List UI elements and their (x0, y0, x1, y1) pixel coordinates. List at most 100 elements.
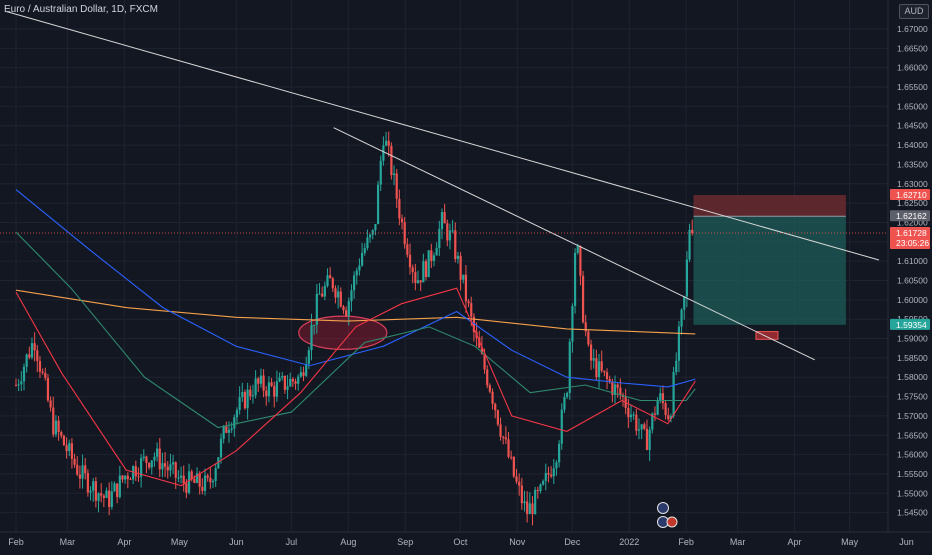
candle-body[interactable] (643, 424, 646, 429)
candle-body[interactable] (360, 252, 364, 266)
candle-body[interactable] (616, 384, 619, 388)
candle-body[interactable] (318, 293, 321, 295)
candle-body[interactable] (179, 475, 183, 478)
candle-body[interactable] (337, 291, 340, 298)
time-axis[interactable] (0, 532, 932, 550)
candle-body[interactable] (76, 464, 79, 475)
take-profit-zone[interactable] (693, 216, 846, 325)
candle-body[interactable] (81, 465, 84, 479)
candle-body[interactable] (267, 382, 271, 397)
candle-body[interactable] (584, 322, 587, 332)
candle-body[interactable] (329, 275, 332, 279)
candle-body[interactable] (355, 270, 358, 276)
candle-body[interactable] (49, 400, 52, 408)
candle-body[interactable] (230, 428, 233, 430)
candle-body[interactable] (30, 343, 34, 358)
candle-body[interactable] (20, 381, 23, 385)
candle-body[interactable] (648, 429, 651, 450)
candle-body[interactable] (339, 291, 342, 307)
stop-loss-zone[interactable] (693, 195, 846, 217)
candle-body[interactable] (571, 305, 574, 342)
candle-body[interactable] (163, 463, 167, 467)
candle-body[interactable] (334, 288, 337, 298)
candle-body[interactable] (688, 229, 691, 260)
candle-body[interactable] (539, 484, 542, 492)
candle-body[interactable] (353, 275, 356, 291)
candle-body[interactable] (166, 466, 169, 471)
candle-body[interactable] (126, 475, 129, 480)
candle-body[interactable] (414, 272, 417, 283)
candle-body[interactable] (46, 377, 50, 401)
candle-body[interactable] (52, 407, 55, 435)
candle-body[interactable] (526, 501, 529, 515)
candle-body[interactable] (547, 472, 550, 475)
candle-body[interactable] (672, 371, 675, 417)
candle-body[interactable] (321, 293, 324, 297)
candle-body[interactable] (544, 472, 547, 482)
candle-body[interactable] (440, 212, 444, 230)
currency-badge[interactable]: AUD (899, 4, 929, 19)
candle-body[interactable] (137, 476, 140, 478)
candle-body[interactable] (534, 489, 537, 515)
candle-body[interactable] (558, 443, 561, 463)
candle-body[interactable] (209, 477, 212, 483)
event-flag-icon[interactable] (666, 516, 678, 528)
candle-body[interactable] (246, 389, 249, 409)
candle-body[interactable] (448, 230, 452, 241)
candle-body[interactable] (97, 493, 100, 501)
candle-body[interactable] (73, 458, 76, 465)
moving-average-line[interactable] (15, 231, 696, 429)
candle-body[interactable] (576, 246, 579, 253)
moving-average-line[interactable] (15, 287, 696, 487)
candle-body[interactable] (619, 387, 622, 395)
candle-body[interactable] (507, 439, 510, 457)
candle-body[interactable] (118, 475, 121, 497)
candle-body[interactable] (645, 428, 649, 450)
candle-body[interactable] (254, 378, 257, 396)
candle-body[interactable] (259, 375, 263, 384)
candle-body[interactable] (451, 230, 454, 232)
candle-body[interactable] (392, 173, 396, 176)
candle-body[interactable] (382, 145, 385, 161)
candle-body[interactable] (406, 244, 409, 255)
candle-body[interactable] (555, 462, 558, 469)
candle-body[interactable] (627, 408, 630, 418)
candle-body[interactable] (523, 501, 526, 504)
candle-body[interactable] (36, 350, 39, 361)
candle-body[interactable] (531, 503, 534, 515)
candle-body[interactable] (17, 384, 20, 386)
candle-body[interactable] (395, 173, 398, 199)
marker-box[interactable] (755, 331, 779, 340)
candle-body[interactable] (656, 400, 659, 415)
candle-body[interactable] (14, 384, 18, 386)
candle-body[interactable] (491, 391, 494, 404)
candle-body[interactable] (565, 392, 569, 397)
candle-body[interactable] (110, 491, 113, 508)
candle-body[interactable] (153, 456, 156, 461)
candle-body[interactable] (169, 464, 172, 471)
candle-body[interactable] (33, 343, 36, 351)
candle-body[interactable] (161, 463, 164, 470)
candle-body[interactable] (22, 366, 26, 382)
candle-body[interactable] (222, 426, 225, 439)
candle-body[interactable] (174, 462, 177, 478)
candle-body[interactable] (297, 376, 300, 384)
candle-body[interactable] (483, 353, 486, 370)
candle-body[interactable] (480, 347, 484, 354)
candle-body[interactable] (305, 363, 308, 376)
candle-body[interactable] (464, 274, 468, 302)
candle-body[interactable] (683, 296, 686, 310)
candle-body[interactable] (299, 372, 302, 377)
candle-body[interactable] (132, 466, 135, 480)
candle-body[interactable] (456, 255, 460, 260)
candle-body[interactable] (158, 448, 161, 470)
candle-body[interactable] (502, 436, 505, 438)
candle-body[interactable] (427, 250, 430, 278)
candle-body[interactable] (675, 360, 678, 372)
symbol-title[interactable]: Euro / Australian Dollar, 1D, FXCM (4, 4, 158, 15)
candle-body[interactable] (496, 410, 499, 425)
candle-body[interactable] (241, 392, 244, 398)
candle-body[interactable] (667, 414, 670, 420)
candle-body[interactable] (640, 424, 643, 430)
candle-body[interactable] (243, 392, 247, 409)
